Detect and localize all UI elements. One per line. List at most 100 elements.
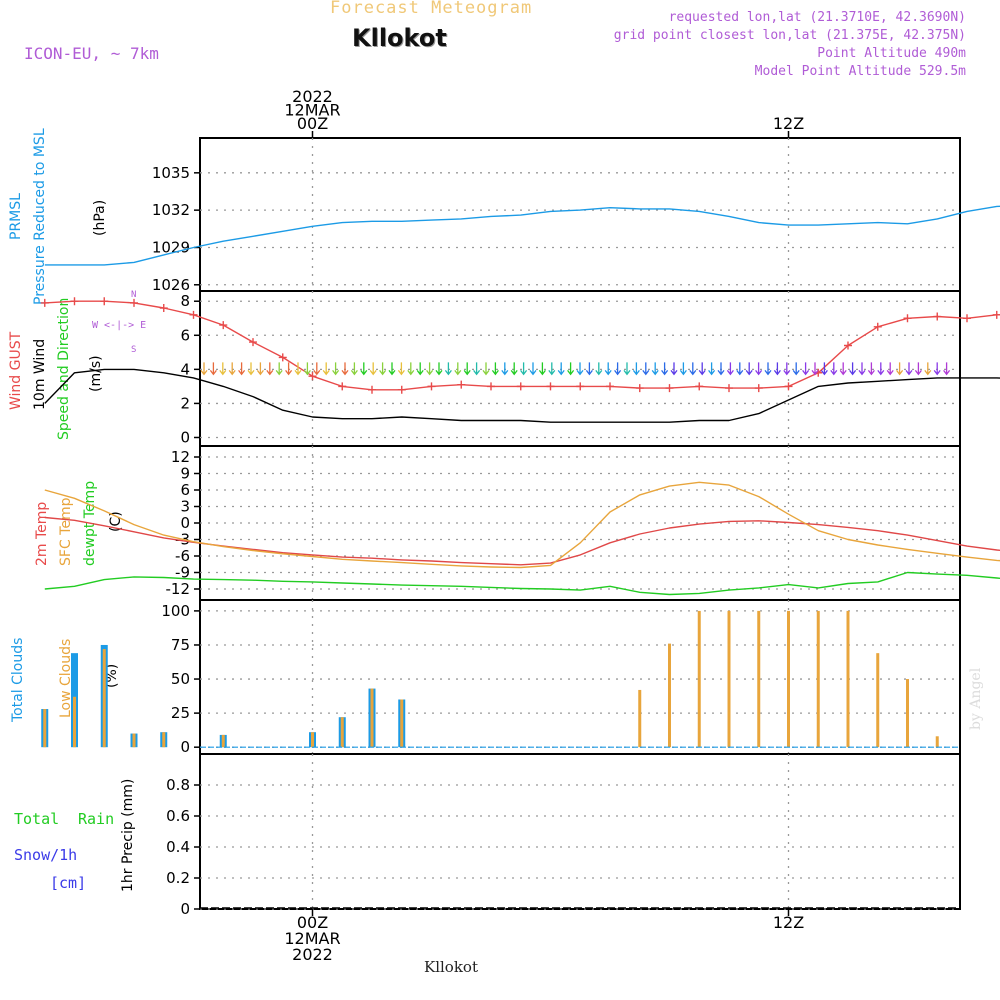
rain-label: Rain [78, 810, 115, 828]
y-tick-label: 100 [161, 602, 190, 620]
gust-line [44, 300, 1000, 391]
wind-direction-arrow [886, 362, 894, 376]
gust-marker [606, 382, 614, 391]
low-cloud-bar [221, 734, 225, 748]
gust-marker [963, 314, 971, 323]
wind-direction-arrow [773, 362, 781, 376]
y-tick-label: 25 [171, 704, 190, 722]
gust-marker [725, 384, 733, 393]
gust-marker [754, 384, 763, 393]
wind-direction-arrow [548, 362, 556, 376]
panel-frame [199, 137, 961, 292]
gust-marker [40, 298, 49, 307]
gust-marker [100, 297, 109, 306]
wind-direction-arrow [341, 362, 349, 376]
gust-marker [427, 382, 436, 391]
y-tick-label: 0 [180, 900, 190, 918]
gust-marker [665, 384, 674, 393]
panel-frame [199, 599, 961, 755]
wind-direction-arrow [679, 362, 687, 376]
wind-direction-arrow [896, 362, 904, 376]
requested-coords: requested lon,lat (21.3710E, 42.3690N) [668, 10, 966, 25]
y-tick-label: 8 [180, 292, 190, 310]
wind-direction-arrow [905, 362, 913, 376]
y-tick-label: 0 [180, 514, 190, 532]
gust-marker [576, 382, 585, 391]
wind10m-line [44, 368, 1000, 423]
bottom-time-label: 00Z [297, 913, 328, 932]
wind-direction-arrow [632, 362, 640, 376]
wind-direction-arrow [313, 362, 321, 376]
low-cloud-bar [935, 736, 939, 748]
wind-direction-arrow [454, 362, 462, 376]
wind-direction-arrow [623, 362, 631, 376]
wind-direction-arrow [388, 362, 396, 376]
wind-direction-arrow [285, 362, 293, 376]
y-tick-label: 3 [180, 498, 190, 516]
gust-marker [903, 314, 912, 323]
low-cloud-bar [43, 709, 47, 748]
wind-direction-arrow [266, 362, 274, 376]
gust-marker [338, 382, 347, 391]
gust-marker [159, 304, 168, 313]
y-tick-label: -9 [175, 564, 190, 582]
gust-marker [457, 380, 466, 389]
wind-direction-arrow [849, 362, 857, 376]
y-tick-label: 9 [180, 465, 190, 483]
low-cloud-bar [816, 610, 820, 748]
grid-point-coords: grid point closest lon,lat (21.375E, 42.… [613, 28, 966, 43]
wind-direction-arrow [726, 362, 734, 376]
low-cloud-bar [340, 717, 344, 748]
wind-direction-arrow [614, 362, 622, 376]
low-cloud-bar [727, 610, 731, 748]
low-cloud-bar [370, 688, 374, 748]
wind-direction-arrow [379, 362, 387, 376]
low-cloud-bar [668, 643, 671, 748]
wind-direction-arrow [426, 362, 434, 376]
wind-direction-arrow [303, 362, 311, 376]
y-tick-label: 0.8 [166, 776, 190, 794]
wind-direction-arrow [322, 362, 330, 376]
low-cloud-bar [102, 649, 106, 748]
y-tick-label: -12 [166, 580, 191, 598]
wind-direction-arrow [275, 362, 283, 376]
y-tick-label: 0.4 [166, 838, 190, 856]
wind-direction-arrow [510, 362, 518, 376]
wind-direction-arrow [830, 362, 838, 376]
snow-label: Snow/1h [14, 846, 78, 864]
model-altitude: Model Point Altitude 529.5m [754, 64, 966, 79]
y-tick-label: 0 [180, 738, 190, 756]
point-altitude: Point Altitude 490m [817, 46, 966, 61]
wind-direction-arrow [745, 362, 753, 376]
pressure-line [44, 205, 1000, 266]
location-title: Kllokot [352, 24, 447, 52]
wind-direction-arrow [238, 362, 246, 376]
gust-marker [784, 382, 793, 391]
wind-direction-arrow [708, 362, 716, 376]
wind-direction-arrow [294, 362, 302, 376]
y-tick-label: 0 [180, 428, 190, 446]
wind-direction-arrow [858, 362, 866, 376]
gust-marker [635, 384, 644, 393]
y-tick-label: 1029 [152, 238, 190, 256]
wind-direction-arrow [933, 362, 941, 376]
temp-sfc-line [44, 481, 1000, 569]
wind-direction-arrow [529, 362, 537, 376]
gust-marker [368, 385, 376, 394]
wind-direction-arrow [350, 362, 358, 376]
wind-direction-arrow [538, 362, 546, 376]
gust-marker [546, 382, 555, 391]
cm-label: [cm] [50, 874, 87, 892]
wind-direction-arrow [802, 362, 810, 376]
wind-direction-arrow [670, 362, 678, 376]
low-cloud-bar [697, 610, 701, 748]
wind-direction-arrow [839, 362, 847, 376]
y-tick-label: 50 [171, 670, 190, 688]
product-title: Forecast Meteogram [330, 0, 533, 18]
wind-direction-arrow [200, 362, 208, 376]
bottom-time-label: 12MAR [284, 929, 340, 948]
wind-direction-arrow [473, 362, 481, 376]
wind-direction-arrow [604, 362, 612, 376]
low-cloud-bar [73, 696, 76, 748]
